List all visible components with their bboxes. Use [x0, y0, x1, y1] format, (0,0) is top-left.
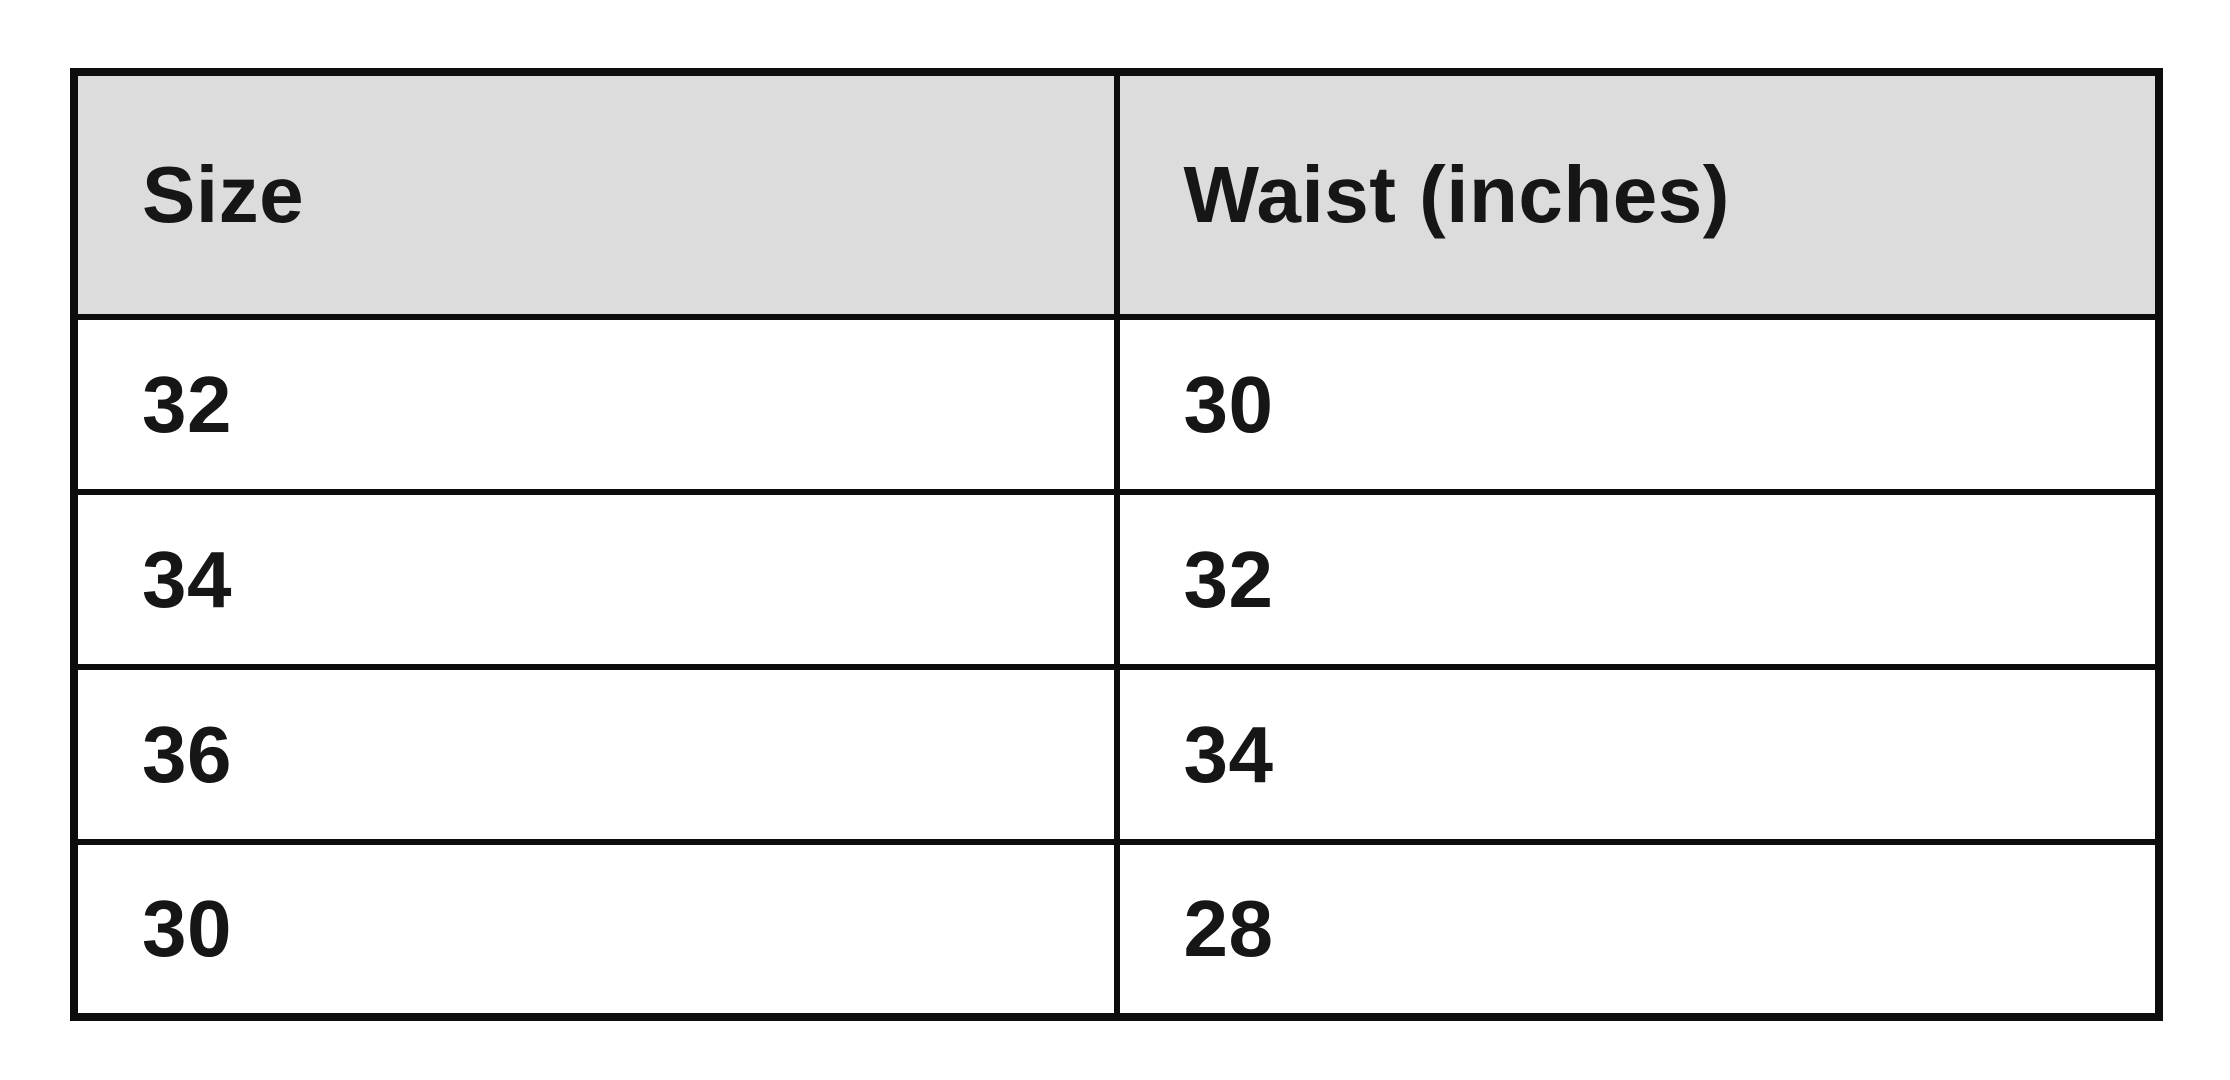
table-cell-waist: 28 [1113, 839, 2162, 1020]
table-header: Size Waist (inches) [71, 69, 2162, 320]
size-waist-table: Size Waist (inches) 32 30 34 32 36 34 30… [70, 68, 2163, 1021]
table-body: 32 30 34 32 36 34 30 28 [71, 314, 2162, 1020]
header-row: Size Waist (inches) [71, 69, 2162, 320]
table-cell-size: 32 [71, 314, 1120, 495]
table-cell-size: 36 [71, 664, 1120, 845]
table-row: 34 32 [71, 489, 2162, 670]
table-cell-waist: 34 [1113, 664, 2162, 845]
table-cell-size: 34 [71, 489, 1120, 670]
table-cell-waist: 30 [1113, 314, 2162, 495]
column-header-waist: Waist (inches) [1113, 69, 2162, 320]
column-header-size: Size [71, 69, 1120, 320]
table-row: 36 34 [71, 664, 2162, 845]
table-row: 32 30 [71, 314, 2162, 495]
table-row: 30 28 [71, 839, 2162, 1020]
table-cell-waist: 32 [1113, 489, 2162, 670]
table-cell-size: 30 [71, 839, 1120, 1020]
